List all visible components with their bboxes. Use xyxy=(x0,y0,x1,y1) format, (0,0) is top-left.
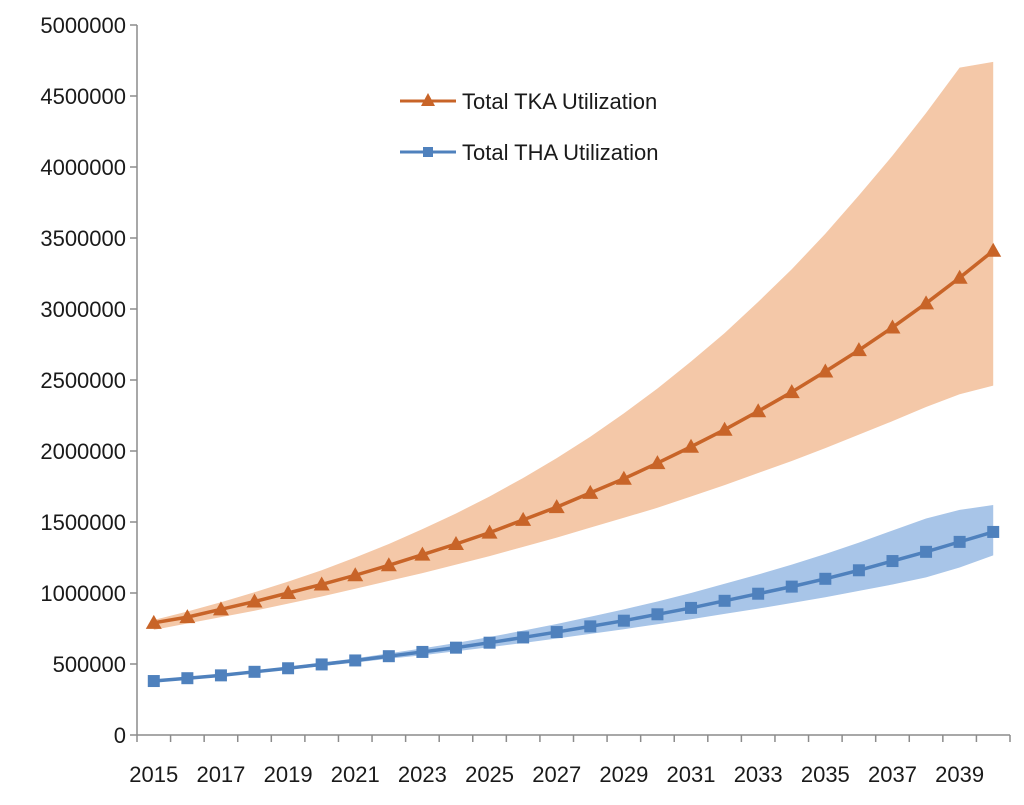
x-tick-label: 2039 xyxy=(935,762,984,787)
data-point-tha xyxy=(953,535,966,548)
x-tick-label: 2015 xyxy=(129,762,178,787)
confidence-bands xyxy=(153,61,994,682)
data-point-tka xyxy=(716,421,733,436)
x-tick-label: 2037 xyxy=(868,762,917,787)
x-tick-label: 2017 xyxy=(196,762,245,787)
data-point-tka xyxy=(951,269,968,284)
data-point-tha xyxy=(920,545,933,558)
axes: 0 500000 1000000 1500000 2000000 2500000 30000… xyxy=(40,13,1011,787)
data-point-tha xyxy=(147,675,160,688)
data-point-tka xyxy=(347,567,364,582)
x-tick-label: 2021 xyxy=(331,762,380,787)
legend-tha-label: Total THA Utilization xyxy=(462,140,658,165)
data-point-tka xyxy=(447,536,464,551)
data-point-tka xyxy=(850,342,867,357)
legend-tka-label: Total TKA Utilization xyxy=(462,89,657,114)
y-tick-label: 1000000 xyxy=(40,581,126,606)
data-point-tha xyxy=(214,669,227,682)
legend: Total TKA Utilization Total THA Utilizat… xyxy=(400,89,658,165)
y-tick-label: 4500000 xyxy=(40,84,126,109)
data-point-tka xyxy=(783,384,800,399)
data-point-tha xyxy=(718,594,731,607)
data-point-tka xyxy=(313,576,330,591)
y-tick-label: 2000000 xyxy=(40,439,126,464)
data-point-tka xyxy=(515,511,532,526)
band-series-0 xyxy=(153,61,994,630)
legend-tha-marker xyxy=(423,147,433,157)
data-point-tha xyxy=(517,631,530,644)
data-point-tha xyxy=(349,654,362,667)
y-tick-label: 500000 xyxy=(53,652,126,677)
y-tick-label: 4000000 xyxy=(40,155,126,180)
data-point-tha xyxy=(886,555,899,568)
series-lines xyxy=(145,242,1002,688)
data-point-tka xyxy=(884,319,901,334)
data-point-tka xyxy=(414,546,431,561)
data-point-tha xyxy=(651,608,664,621)
data-point-tka xyxy=(985,242,1002,257)
data-point-tha xyxy=(248,665,261,678)
x-tick-label: 2033 xyxy=(734,762,783,787)
x-tick-label: 2031 xyxy=(667,762,716,787)
legend-item-tka: Total TKA Utilization xyxy=(400,89,657,114)
data-point-tka xyxy=(582,484,599,499)
x-tick-label: 2025 xyxy=(465,762,514,787)
data-point-tha xyxy=(584,620,597,633)
x-tick-label: 2027 xyxy=(532,762,581,787)
data-point-tha xyxy=(382,650,395,663)
y-tick-label: 1500000 xyxy=(40,510,126,535)
y-tick-label: 3500000 xyxy=(40,226,126,251)
y-tick-label: 2500000 xyxy=(40,368,126,393)
data-point-tka xyxy=(481,524,498,539)
data-point-tka xyxy=(817,363,834,378)
legend-item-tha: Total THA Utilization xyxy=(400,140,658,165)
x-tick-label: 2029 xyxy=(599,762,648,787)
data-point-tha xyxy=(852,564,865,577)
data-point-tka xyxy=(179,609,196,624)
data-point-tha xyxy=(282,662,295,675)
data-point-tha xyxy=(483,636,496,649)
data-point-tka xyxy=(548,499,565,514)
data-point-tka xyxy=(649,455,666,470)
data-point-tha xyxy=(987,525,1000,538)
data-point-tha xyxy=(181,672,194,685)
data-point-tka xyxy=(918,295,935,310)
data-point-tka xyxy=(246,593,263,608)
data-point-tka xyxy=(280,585,297,599)
data-point-tka xyxy=(145,614,162,629)
y-tick-label: 5000000 xyxy=(40,13,126,38)
x-tick-label: 2035 xyxy=(801,762,850,787)
data-point-tha xyxy=(617,614,630,627)
x-tick-label: 2023 xyxy=(398,762,447,787)
data-point-tha xyxy=(315,658,328,671)
data-point-tha xyxy=(785,580,798,593)
data-point-tha xyxy=(752,587,765,600)
data-point-tka xyxy=(615,470,632,485)
x-tick-label: 2019 xyxy=(264,762,313,787)
data-point-tka xyxy=(380,557,397,572)
data-point-tha xyxy=(550,626,563,639)
data-point-tka xyxy=(683,438,700,453)
legend-tka-marker xyxy=(421,93,435,106)
data-point-tha xyxy=(416,645,429,658)
data-point-tha xyxy=(449,641,462,654)
y-tick-label: 0 xyxy=(114,723,126,748)
data-point-tka xyxy=(750,403,767,418)
band-series-1 xyxy=(153,504,994,682)
data-point-tka xyxy=(212,601,229,616)
data-point-tha xyxy=(685,601,698,614)
data-point-tha xyxy=(819,572,832,585)
y-tick-label: 3000000 xyxy=(40,297,126,322)
